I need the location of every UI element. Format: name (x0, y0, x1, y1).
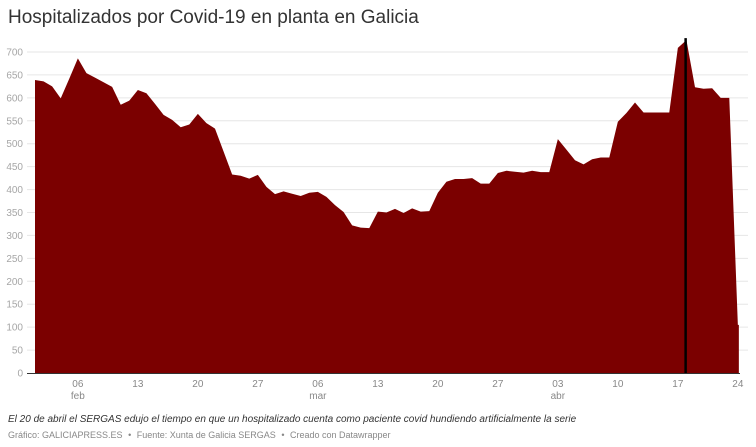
x-tick-label: 10 (612, 379, 624, 390)
x-tick-label: 06 (312, 379, 324, 390)
source-text: Fuente: Xunta de Galicia SERGAS (136, 430, 276, 440)
x-tick-label: 27 (492, 379, 504, 390)
x-tick-label: 06 (72, 379, 84, 390)
y-tick-label: 300 (6, 231, 23, 242)
x-tick-label: 20 (432, 379, 444, 390)
x-tick-month-label: feb (71, 391, 85, 402)
x-tick-month-label: abr (551, 391, 566, 402)
y-tick-label: 650 (6, 70, 23, 81)
area-chart: 0 50 100 150 200 250 300 350 400 450 500 550 600 650 7… (6, 38, 748, 402)
y-tick-label: 50 (12, 346, 24, 357)
area-series (35, 40, 739, 373)
y-tick-label: 400 (6, 185, 23, 196)
y-tick-label: 700 (6, 48, 23, 59)
separator: • (128, 430, 132, 440)
chart-footer: Gráfico: GALICIAPRESS.ES • Fuente: Xunta… (8, 430, 391, 440)
x-tick-label: 03 (552, 379, 564, 390)
y-tick-label: 250 (6, 254, 23, 265)
y-tick-label: 0 (17, 369, 23, 380)
x-tick-label: 17 (672, 379, 684, 390)
y-tick-label: 450 (6, 162, 23, 173)
chart-title: Hospitalizados por Covid-19 en planta en… (8, 7, 419, 28)
chart-svg: 0 50 100 150 200 250 300 350 400 450 500 550 600 650 7… (6, 38, 748, 402)
separator: • (281, 430, 285, 440)
chart-notes: El 20 de abril el SERGAS edujo el tiempo… (8, 414, 577, 425)
made-with-link[interactable]: Creado con Datawrapper (290, 430, 391, 440)
y-tick-label: 100 (6, 323, 23, 334)
y-tick-label: 500 (6, 139, 23, 150)
x-tick-label: 13 (372, 379, 384, 390)
x-tick-label: 24 (732, 379, 744, 390)
x-tick-label: 13 (132, 379, 144, 390)
y-tick-label: 200 (6, 277, 23, 288)
y-tick-label: 350 (6, 208, 23, 219)
credit-text: Gráfico: GALICIAPRESS.ES (8, 430, 123, 440)
x-tick-month-label: mar (309, 391, 327, 402)
y-axis: 0 50 100 150 200 250 300 350 400 450 500 550 600 650 7… (6, 48, 23, 380)
x-tick-label: 27 (252, 379, 264, 390)
x-tick-label: 20 (192, 379, 204, 390)
y-tick-label: 150 (6, 300, 23, 311)
y-tick-label: 600 (6, 93, 23, 104)
y-tick-label: 550 (6, 116, 23, 127)
